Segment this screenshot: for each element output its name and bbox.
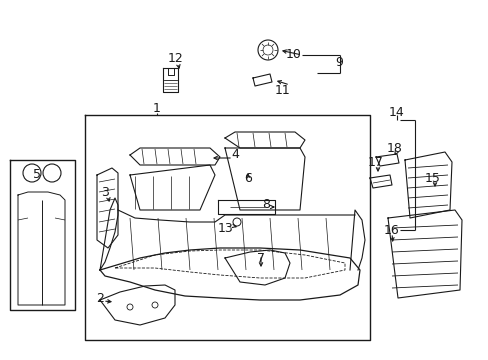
Text: 9: 9 [334, 55, 342, 68]
Text: 8: 8 [262, 198, 269, 211]
Text: 5: 5 [33, 168, 41, 181]
Text: 7: 7 [257, 252, 264, 265]
Text: 11: 11 [274, 84, 289, 96]
Text: 6: 6 [244, 171, 251, 184]
Text: 18: 18 [386, 141, 402, 154]
Text: 17: 17 [367, 156, 383, 168]
Text: 10: 10 [285, 49, 302, 62]
Text: 4: 4 [231, 148, 239, 162]
Text: 1: 1 [153, 102, 161, 114]
Text: 3: 3 [101, 186, 109, 199]
Text: 14: 14 [388, 105, 404, 118]
Text: 2: 2 [96, 292, 104, 305]
Text: 15: 15 [424, 171, 440, 184]
Text: 16: 16 [384, 224, 399, 237]
Text: 13: 13 [217, 221, 232, 234]
Text: 12: 12 [168, 51, 183, 64]
